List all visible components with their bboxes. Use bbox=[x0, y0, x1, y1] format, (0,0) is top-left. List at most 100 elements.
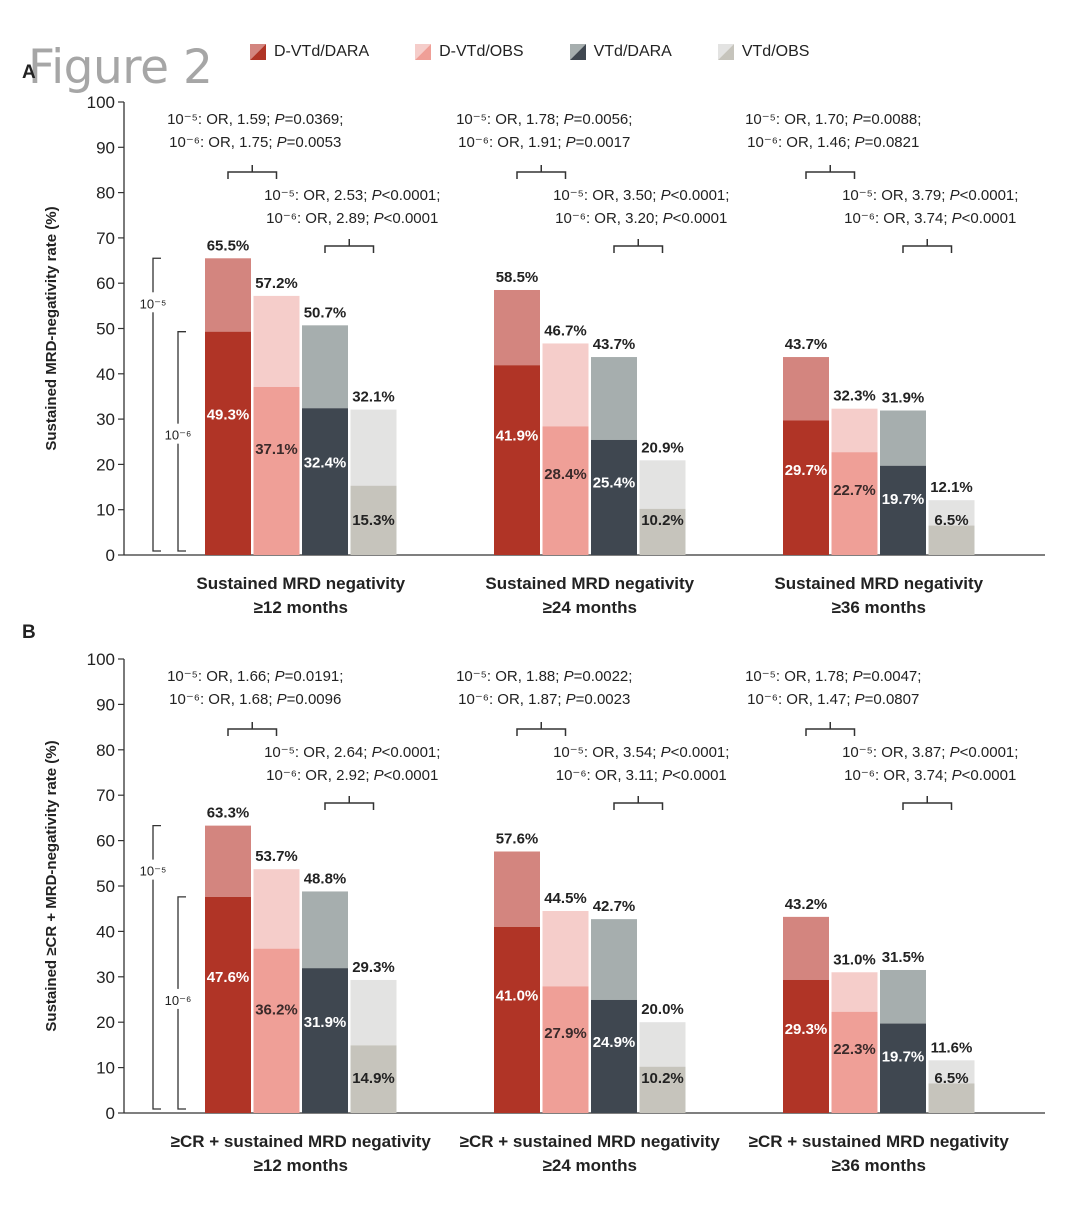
legend: D-VTd/DARA D-VTd/OBS VTd/DARA VTd/OBS bbox=[250, 43, 855, 61]
stat-dara-vs-obs-line1: 10⁻⁵: OR, 1.66; P=0.0191; bbox=[167, 668, 343, 685]
bar-total-segment bbox=[302, 891, 348, 969]
bar-total-label: 32.1% bbox=[352, 389, 395, 406]
stat-dara-vs-obs-span: =0.0821 bbox=[865, 134, 920, 151]
stat-vtd-dara-vs-obs-span: P bbox=[950, 187, 960, 204]
stat-dara-vs-obs-line1: 10⁻⁵: OR, 1.78; P=0.0056; bbox=[456, 111, 632, 128]
stat-vtd-dara-vs-obs-span: P bbox=[374, 767, 384, 784]
legend-label-dvtd-dara: D-VTd/DARA bbox=[274, 43, 370, 60]
stat-vtd-dara-vs-obs-span: <0.0001 bbox=[672, 767, 727, 784]
bar-total-label: 57.6% bbox=[496, 830, 539, 847]
bar-inner-label: 19.7% bbox=[882, 1049, 925, 1066]
bar-inner-label: 41.0% bbox=[496, 988, 539, 1005]
legend-label-dvtd-obs: D-VTd/OBS bbox=[439, 43, 524, 60]
stat-vtd-dara-vs-obs-span: <0.0001 bbox=[673, 210, 728, 227]
y-tick-label: 80 bbox=[96, 184, 115, 203]
bar-inner-label: 22.7% bbox=[833, 482, 876, 499]
bar-total-label: 53.7% bbox=[255, 848, 298, 865]
stat-dara-vs-obs-span: P bbox=[566, 691, 576, 708]
bar-inner-label: 19.7% bbox=[882, 491, 925, 508]
bar-inner-label: 6.5% bbox=[934, 1070, 968, 1087]
chart-panel-b: 0 10 20 30 40 50 60 70 80 90 100 Sustained ≥CR + MR… bbox=[43, 650, 1045, 1175]
stat-dara-vs-obs-span: 10⁻⁵: OR, 1.78; bbox=[456, 111, 564, 128]
stat-dara-vs-obs-span: P bbox=[564, 111, 574, 128]
y-tick-label: 10 bbox=[96, 501, 115, 520]
bracket-10-5-label: 10⁻⁵ bbox=[140, 864, 167, 879]
bracket-10-6-label: 10⁻⁶ bbox=[165, 993, 192, 1008]
bar-inner-label: 29.7% bbox=[785, 462, 828, 479]
x-category-label: ≥12 months bbox=[254, 598, 348, 617]
stat-dara-vs-obs-span: P bbox=[275, 111, 285, 128]
stat-dara-vs-obs-line2: 10⁻⁶: OR, 1.68; P=0.0096 bbox=[169, 691, 341, 708]
stat-bracket-2 bbox=[324, 239, 375, 253]
bar-total-segment bbox=[831, 408, 878, 453]
bar-total-segment bbox=[639, 1022, 686, 1067]
stat-vtd-dara-vs-obs-span: P bbox=[662, 767, 672, 784]
bar-inner-label: 14.9% bbox=[352, 1070, 395, 1087]
bar-total-label: 31.5% bbox=[882, 949, 925, 966]
y-tick-label: 60 bbox=[96, 832, 115, 851]
stat-bracket-1 bbox=[805, 165, 856, 179]
y-tick-label: 90 bbox=[96, 695, 115, 714]
stat-dara-vs-obs-span: =0.0088; bbox=[863, 111, 922, 128]
stat-dara-vs-obs-line2: 10⁻⁶: OR, 1.47; P=0.0807 bbox=[747, 691, 919, 708]
bar-total-segment bbox=[253, 869, 300, 949]
y-tick-label: 80 bbox=[96, 741, 115, 760]
bar-inner-segment bbox=[783, 979, 829, 1113]
stat-vtd-dara-vs-obs-span: <0.0001 bbox=[384, 767, 439, 784]
bar-total-segment bbox=[350, 979, 397, 1046]
bar-inner-label: 37.1% bbox=[255, 441, 298, 458]
y-tick-label: 20 bbox=[96, 1013, 115, 1032]
bar-inner-label: 10.2% bbox=[641, 1070, 684, 1087]
stat-vtd-dara-vs-obs-span: <0.0001; bbox=[671, 744, 730, 761]
bar-total-label: 31.0% bbox=[833, 951, 876, 968]
stat-dara-vs-obs-span: P bbox=[275, 668, 285, 685]
stat-dara-vs-obs-line1: 10⁻⁵: OR, 1.59; P=0.0369; bbox=[167, 111, 343, 128]
legend-swatch-vtd-obs bbox=[717, 44, 734, 60]
stat-vtd-dara-vs-obs-span: 10⁻⁶: OR, 3.11; bbox=[556, 767, 662, 784]
stat-vtd-dara-vs-obs-span: 10⁻⁵: OR, 3.87; bbox=[842, 744, 950, 761]
bar-inner-label: 47.6% bbox=[207, 969, 250, 986]
stat-dara-vs-obs-span: 10⁻⁵: OR, 1.66; bbox=[167, 668, 275, 685]
stat-dara-vs-obs-span: 10⁻⁶: OR, 1.47; bbox=[747, 691, 854, 708]
y-tick-label: 10 bbox=[96, 1059, 115, 1078]
bar-total-label: 12.1% bbox=[930, 479, 973, 496]
bar-total-segment bbox=[831, 972, 878, 1012]
legend-swatch-dvtd-dara bbox=[250, 44, 266, 60]
bracket-10-6-bg bbox=[163, 988, 193, 1009]
bracket-10-5-bg bbox=[138, 292, 168, 313]
bracket-10-5-bg bbox=[138, 859, 168, 880]
chart-panel-a: 0 10 20 30 40 50 60 70 80 90 100 Sustained MRD-nega… bbox=[43, 93, 1045, 617]
stat-vtd-dara-vs-obs-span: <0.0001; bbox=[960, 187, 1019, 204]
stat-dara-vs-obs-span: P bbox=[564, 668, 574, 685]
stat-dara-vs-obs-span: =0.0022; bbox=[574, 668, 633, 685]
legend-item-vtd-dara: VTd/DARA bbox=[569, 43, 672, 61]
bar-inner-segment bbox=[350, 485, 397, 555]
legend-label-vtd-obs: VTd/OBS bbox=[741, 43, 810, 60]
stat-vtd-dara-vs-obs-span: P bbox=[661, 187, 671, 204]
bar-total-segment bbox=[783, 357, 829, 421]
x-category-label: Sustained MRD negativity bbox=[774, 574, 983, 593]
x-category-label: Sustained MRD negativity bbox=[196, 574, 405, 593]
stat-dara-vs-obs-span: 10⁻⁵: OR, 1.59; bbox=[167, 111, 275, 128]
stat-dara-vs-obs-line2: 10⁻⁶: OR, 1.87; P=0.0023 bbox=[458, 691, 630, 708]
stat-dara-vs-obs-span: =0.0191; bbox=[285, 668, 344, 685]
y-tick-label: 30 bbox=[96, 968, 115, 987]
bar-inner-segment bbox=[831, 452, 878, 555]
stat-dara-vs-obs-line1: 10⁻⁵: OR, 1.88; P=0.0022; bbox=[456, 668, 632, 685]
stat-dara-vs-obs-span: P bbox=[853, 111, 863, 128]
stat-dara-vs-obs-span: 10⁻⁶: OR, 1.68; bbox=[169, 691, 276, 708]
bar-inner-segment bbox=[831, 1011, 878, 1113]
bar-inner-segment bbox=[639, 1066, 686, 1113]
bar-inner-segment bbox=[302, 408, 348, 555]
x-category-label: ≥CR + sustained MRD negativity bbox=[460, 1132, 721, 1151]
bar-total-label: 44.5% bbox=[544, 890, 587, 907]
bar-inner-segment bbox=[880, 465, 926, 555]
stat-dara-vs-obs-span: =0.0807 bbox=[865, 691, 920, 708]
bar-inner-label: 49.3% bbox=[207, 406, 250, 423]
stat-vtd-dara-vs-obs-span: <0.0001 bbox=[384, 210, 439, 227]
stat-bracket-1 bbox=[516, 722, 567, 736]
stat-dara-vs-obs-line2: 10⁻⁶: OR, 1.75; P=0.0053 bbox=[169, 134, 341, 151]
stat-dara-vs-obs-span: 10⁻⁵: OR, 1.88; bbox=[456, 668, 564, 685]
stat-dara-vs-obs-line2: 10⁻⁶: OR, 1.91; P=0.0017 bbox=[458, 134, 630, 151]
bar-inner-segment bbox=[253, 948, 300, 1113]
